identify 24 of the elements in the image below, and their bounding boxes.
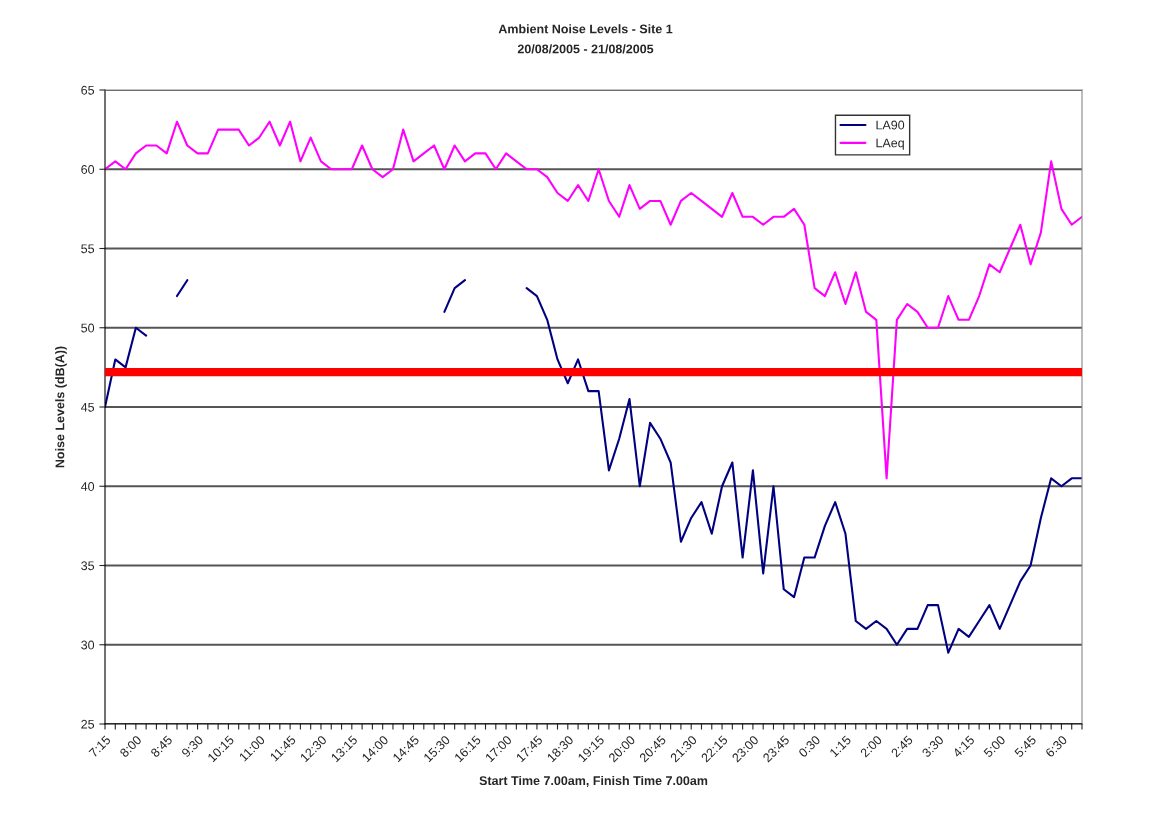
y-tick-label: 35 (81, 561, 95, 571)
y-tick-label: 30 (81, 640, 95, 650)
line-series (105, 120, 1082, 480)
x-axis-title: Start Time 7.00am, Finish Time 7.00am (479, 775, 708, 787)
y-tick-label: 25 (81, 719, 95, 729)
x-tick-label: 8:00 (119, 734, 142, 758)
y-tick-label: 65 (81, 85, 95, 95)
legend-label: LAeq (876, 138, 904, 150)
x-tick-label: 5:00 (983, 734, 1006, 758)
x-tick-label: 0:30 (797, 734, 821, 758)
y-tick-label: 45 (80, 402, 95, 412)
y-axis-title: Noise Levels (dB(A)) (55, 346, 67, 468)
y-tick-label: 40 (80, 482, 95, 491)
x-tick-label: 1:15 (829, 735, 852, 758)
x-tick-label: 9:30 (181, 734, 204, 758)
chart-title: Ambient Noise Levels - Site 1 (498, 24, 673, 34)
legend-label: LA90 (876, 120, 905, 130)
y-tick-label: 50 (81, 323, 95, 333)
y-tick-label: 55 (81, 244, 95, 254)
x-tick-label: 4:15 (952, 735, 975, 758)
y-tick-label: 60 (81, 165, 95, 174)
x-tick-label: 3:30 (921, 734, 945, 758)
x-tick-label: 6:30 (1044, 734, 1068, 758)
chart-subtitle: 20/08/2005 - 21/08/2005 (517, 44, 654, 54)
